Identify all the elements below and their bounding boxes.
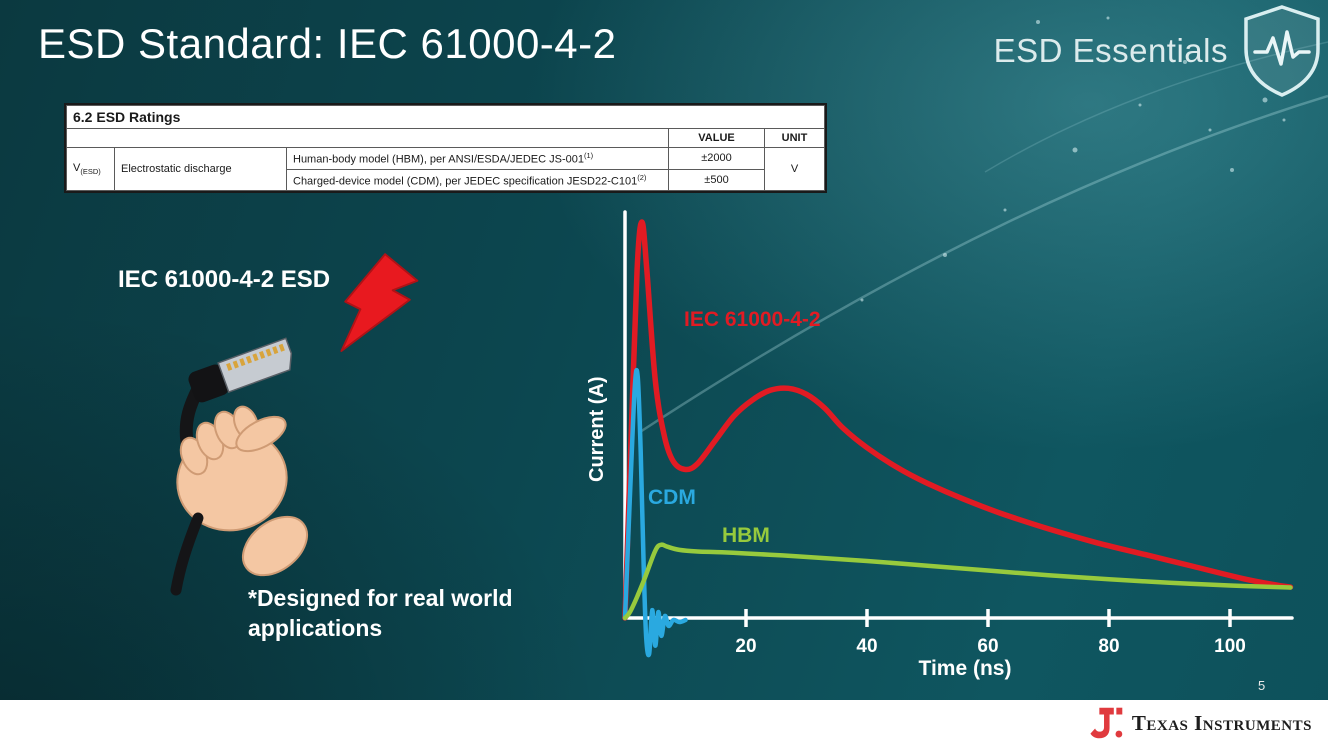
- series-label-iec: IEC 61000-4-2: [684, 308, 821, 331]
- wrist: [242, 515, 308, 577]
- ti-bug-dot: [1116, 707, 1123, 715]
- hand-holding-connector-illustration: [170, 337, 308, 596]
- x-tick-label: 60: [977, 636, 998, 657]
- table-row: Charged-device model (CDM), per JEDEC sp…: [67, 168, 825, 192]
- footer-bar: Texas Instruments: [0, 700, 1328, 746]
- ti-logo-icon: [1090, 707, 1123, 739]
- esd-ratings-table: 6.2 ESD Ratings VALUE UNIT V(ESD) Electr…: [64, 103, 827, 194]
- connector-boot: [188, 364, 229, 403]
- param-name-cell: Electrostatic discharge: [114, 146, 287, 192]
- condition-text: Charged-device model (CDM), per JEDEC sp…: [293, 175, 638, 188]
- param-symbol-cell: V(ESD): [66, 146, 115, 192]
- param-symbol-sub: (ESD): [80, 167, 101, 177]
- condition-cell-cdm: Charged-device model (CDM), per JEDEC sp…: [286, 168, 669, 192]
- ti-bug-dot-2: [1115, 730, 1123, 738]
- value-cell-hbm: ±2000: [668, 147, 765, 170]
- illustration-label: IEC 61000-4-2 ESD: [118, 266, 331, 293]
- footnote: *Designed for real world applications: [248, 585, 513, 641]
- ti-brand: Texas Instruments: [1090, 706, 1312, 740]
- star-dots: [860, 16, 1286, 302]
- ti-bug-shape: [1090, 707, 1114, 739]
- shield-pulse-icon: [1244, 5, 1320, 97]
- waveform-chart: 20 40 60 80 100: [622, 210, 1294, 658]
- page-title: ESD Standard: IEC 61000-4-2: [38, 20, 617, 67]
- condition-cell-hbm: Human-body model (HBM), per ANSI/ESDA/JE…: [286, 147, 669, 170]
- hdmi-connector: [188, 337, 293, 403]
- series-curve-hbm: [622, 542, 1293, 621]
- x-tick-label: 100: [1214, 636, 1246, 657]
- program-badge: ESD Essentials: [993, 32, 1228, 69]
- x-tick-label: 80: [1098, 636, 1119, 657]
- y-axis-label: Current (A): [586, 376, 608, 482]
- table-section-row: 6.2 ESD Ratings: [66, 105, 825, 129]
- series-curve-iec-61000-4-2: [622, 219, 1294, 621]
- condition-sup: (2): [637, 172, 647, 182]
- param-symbol: V: [73, 162, 81, 175]
- table-header-unit: UNIT: [764, 128, 825, 148]
- unit-cell: V: [764, 146, 825, 192]
- series-label-cdm: CDM: [648, 486, 696, 509]
- ti-brand-text: Texas Instruments: [1131, 710, 1312, 735]
- table-header-empty: [66, 128, 669, 148]
- table-section-title: 6.2 ESD Ratings: [66, 105, 825, 129]
- light-streak: [639, 94, 1328, 434]
- value-cell-cdm: ±500: [668, 168, 765, 192]
- table-header-row: VALUE UNIT: [66, 128, 825, 148]
- hand: [176, 405, 308, 577]
- thumb: [235, 415, 287, 453]
- page-number: 5: [1258, 678, 1266, 693]
- pulse-line: [1253, 30, 1311, 66]
- series-curve-cdm: [622, 367, 688, 658]
- table-row: V(ESD) Electrostatic discharge Human-bod…: [66, 146, 825, 192]
- connector-pins: [226, 343, 285, 371]
- bolt-shape: [340, 253, 419, 352]
- condition-text: Human-body model (HBM), per ANSI/ESDA/JE…: [293, 153, 584, 166]
- x-axis-label: Time (ns): [918, 657, 1012, 680]
- cable-lower: [170, 512, 204, 596]
- series-label-hbm: HBM: [722, 524, 770, 547]
- connector-shell: [217, 337, 293, 394]
- table-header-value: VALUE: [668, 128, 765, 148]
- x-tick-label: 20: [735, 636, 756, 657]
- condition-sup: (1): [584, 151, 594, 160]
- lightning-bolt-icon: [340, 253, 419, 352]
- x-tick-label: 40: [856, 636, 877, 657]
